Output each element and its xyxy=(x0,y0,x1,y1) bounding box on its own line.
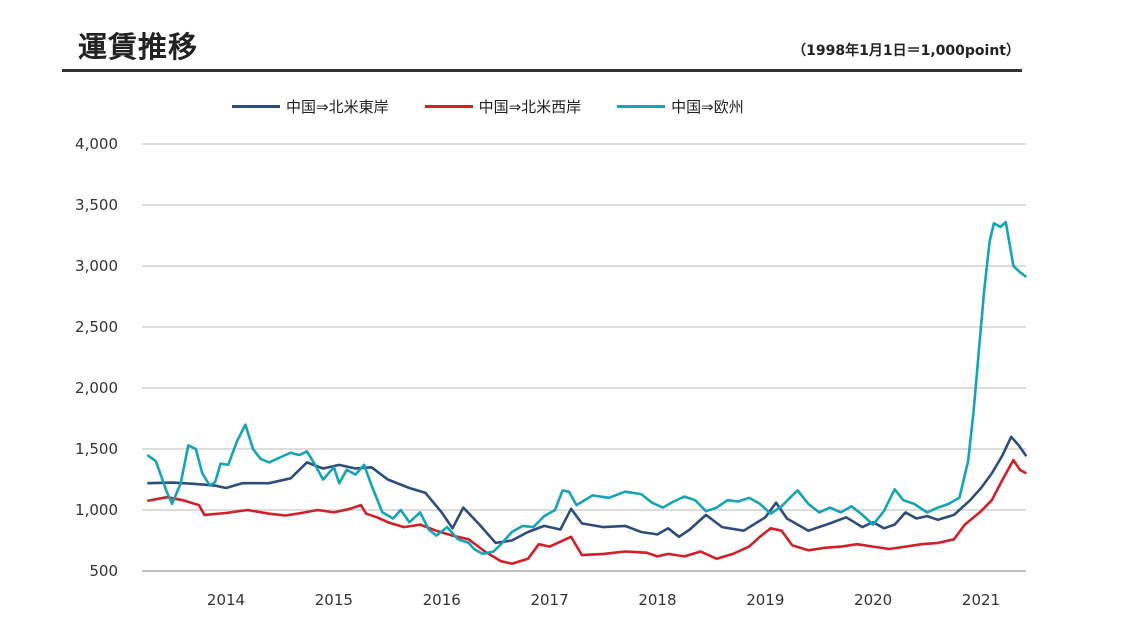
y-tick-label: 1,500 xyxy=(75,440,118,458)
x-tick-label: 2016 xyxy=(423,591,461,609)
legend-swatch-series-1 xyxy=(424,105,473,108)
title-underline xyxy=(62,69,1022,72)
page-subtitle: （1998年1月1日＝1,000point） xyxy=(792,43,1020,59)
x-tick-label: 2014 xyxy=(207,591,245,609)
x-tick-label: 2015 xyxy=(315,591,353,609)
series-2 xyxy=(146,220,1028,556)
y-tick-label: 500 xyxy=(89,562,118,580)
x-tick-label: 2017 xyxy=(530,591,568,609)
series-1 xyxy=(147,458,1027,565)
page-title: 運賃推移 xyxy=(78,30,199,64)
chart-legend: 中国⇒北米東岸 中国⇒北米西岸 中国⇒欧州 xyxy=(232,96,744,117)
y-tick-label: 4,000 xyxy=(75,135,118,153)
x-tick-label: 2020 xyxy=(854,591,892,609)
legend-label-series-0: 中国⇒北米東岸 xyxy=(286,98,389,116)
x-tick-label: 2019 xyxy=(746,591,784,609)
legend-swatch-series-2 xyxy=(617,105,666,108)
y-tick-label: 2,500 xyxy=(75,318,118,336)
y-tick-label: 3,500 xyxy=(75,196,118,214)
y-tick-label: 1,000 xyxy=(75,501,118,519)
legend-swatch-series-0 xyxy=(232,105,280,108)
legend-item-series-0: 中国⇒北米東岸 xyxy=(232,96,389,117)
x-tick-label: 2021 xyxy=(962,591,1000,609)
series-line-1 xyxy=(147,458,1027,565)
x-tick-label: 2018 xyxy=(638,591,676,609)
y-tick-label: 2,000 xyxy=(75,379,118,397)
legend-label-series-2: 中国⇒欧州 xyxy=(671,98,744,116)
legend-item-series-2: 中国⇒欧州 xyxy=(617,96,744,117)
legend-label-series-1: 中国⇒北米西岸 xyxy=(478,98,582,116)
legend-item-series-1: 中国⇒北米西岸 xyxy=(424,96,582,117)
y-tick-label: 3,000 xyxy=(75,257,118,275)
